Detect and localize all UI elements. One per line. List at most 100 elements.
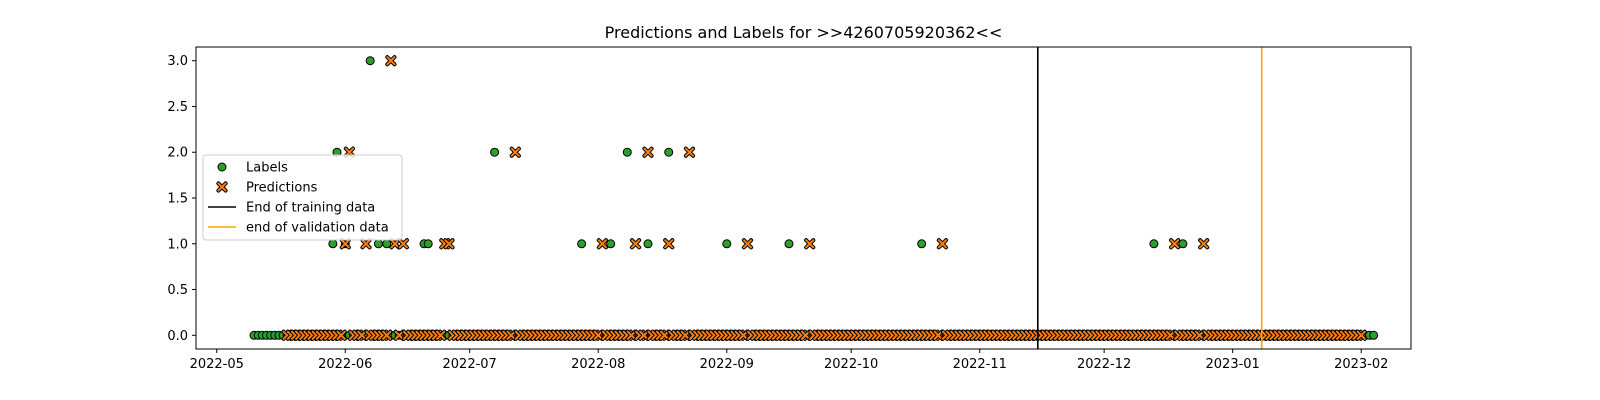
prediction-point xyxy=(435,329,447,341)
prediction-point xyxy=(360,238,372,250)
prediction-point-fill xyxy=(357,330,367,340)
y-tick-label: 3.0 xyxy=(167,54,188,69)
legend-label-end-of-validation: end of validation data xyxy=(246,221,389,236)
prediction-point-fill xyxy=(386,56,396,66)
x-tick-label: 2023-01 xyxy=(1206,357,1260,372)
prediction-point-fill xyxy=(398,239,408,249)
label-point xyxy=(1178,239,1188,249)
prediction-point xyxy=(741,238,754,250)
label-point xyxy=(664,147,674,157)
legend-label-end-of-training: End of training data xyxy=(246,201,375,216)
label-point xyxy=(643,239,653,249)
prediction-point-fill xyxy=(436,330,446,340)
prediction-point-fill xyxy=(593,330,603,340)
prediction-point-fill xyxy=(217,182,227,192)
prediction-point-fill xyxy=(664,239,674,249)
prediction-point xyxy=(509,146,521,158)
prediction-point-fill xyxy=(630,239,641,249)
prediction-point-fill xyxy=(742,239,753,249)
prediction-point-fill xyxy=(680,330,690,340)
y-tick-label: 0.0 xyxy=(167,329,188,344)
legend-label-predictions: Predictions xyxy=(246,181,318,196)
prediction-point xyxy=(932,329,944,341)
prediction-point-fill xyxy=(1356,330,1366,340)
prediction-point xyxy=(625,329,638,341)
prediction-point xyxy=(663,238,675,250)
prediction-point xyxy=(1355,329,1367,341)
label-point xyxy=(722,239,732,249)
prediction-point-fill xyxy=(382,330,392,340)
prediction-point xyxy=(804,238,816,250)
prediction-point xyxy=(642,146,654,158)
prediction-point-fill xyxy=(361,239,371,249)
legend-label-labels: Labels xyxy=(246,161,288,176)
prediction-point xyxy=(1198,238,1210,250)
x-tick-label: 2022-05 xyxy=(190,357,244,372)
prediction-point-fill xyxy=(597,239,607,249)
prediction-point xyxy=(339,238,351,250)
prediction-point xyxy=(1164,329,1177,341)
label-point xyxy=(365,56,375,66)
prediction-point xyxy=(397,238,409,250)
prediction-point-fill xyxy=(659,330,670,340)
label-point xyxy=(490,147,500,157)
prediction-point xyxy=(389,238,401,250)
y-tick-label: 2.0 xyxy=(167,146,188,161)
x-tick-label: 2022-08 xyxy=(571,357,625,372)
prediction-point xyxy=(505,329,517,341)
legend: Labels Predictions End of training data … xyxy=(202,154,403,241)
label-point xyxy=(577,239,587,249)
prediction-point-fill xyxy=(340,239,350,249)
label-point xyxy=(382,239,392,249)
label-point xyxy=(1149,239,1159,249)
prediction-point-fill xyxy=(336,330,346,340)
prediction-point xyxy=(936,238,949,250)
label-point xyxy=(328,239,338,249)
y-tick-label: 1.5 xyxy=(167,192,188,207)
prediction-point-fill xyxy=(444,239,454,249)
prediction-point-fill xyxy=(1170,239,1180,249)
prediction-point xyxy=(799,329,812,341)
prediction-point-fill xyxy=(1194,330,1205,340)
prediction-point xyxy=(381,329,393,341)
y-tick-label: 1.0 xyxy=(167,237,188,252)
x-tick-label: 2022-11 xyxy=(953,357,1007,372)
prediction-point xyxy=(216,181,228,193)
prediction-point xyxy=(385,55,397,67)
prediction-point-fill xyxy=(626,330,637,340)
label-point xyxy=(606,239,616,249)
axes: 0.0 0.5 1.0 1.5 2.0 2.5 3.0 2022-05 2022-06 2022-… xyxy=(167,46,1412,372)
legend-entry-end-of-training: End of training data xyxy=(208,201,375,216)
prediction-point-fill xyxy=(937,239,948,249)
label-point xyxy=(217,162,227,172)
prediction-point-fill xyxy=(506,330,516,340)
prediction-point-fill xyxy=(639,330,649,340)
label-point xyxy=(373,239,383,249)
prediction-point xyxy=(443,238,455,250)
x-tick-label: 2022-06 xyxy=(318,357,372,372)
prediction-point-fill xyxy=(394,330,404,340)
prediction-point-fill xyxy=(933,330,943,340)
prediction-point xyxy=(1193,329,1206,341)
label-point xyxy=(1369,330,1379,340)
x-tick-label: 2022-09 xyxy=(700,357,754,372)
prediction-point-fill xyxy=(800,330,811,340)
prediction-point-fill xyxy=(805,239,815,249)
prediction-point-fill xyxy=(738,330,748,340)
plot-area xyxy=(249,47,1379,349)
x-tick-label: 2023-02 xyxy=(1334,357,1388,372)
prediction-point-fill xyxy=(684,147,695,157)
series-predictions xyxy=(281,55,1367,341)
x-tick-label: 2022-07 xyxy=(443,357,497,372)
prediction-point-fill xyxy=(643,147,653,157)
label-point xyxy=(784,239,794,249)
prediction-point xyxy=(1169,238,1181,250)
prediction-point xyxy=(592,329,604,341)
prediction-point xyxy=(356,329,368,341)
y-tick-label: 0.5 xyxy=(167,283,188,298)
legend-box xyxy=(202,154,403,241)
prediction-point xyxy=(679,329,691,341)
legend-entry-predictions: Predictions xyxy=(216,181,318,196)
label-point xyxy=(423,239,433,249)
